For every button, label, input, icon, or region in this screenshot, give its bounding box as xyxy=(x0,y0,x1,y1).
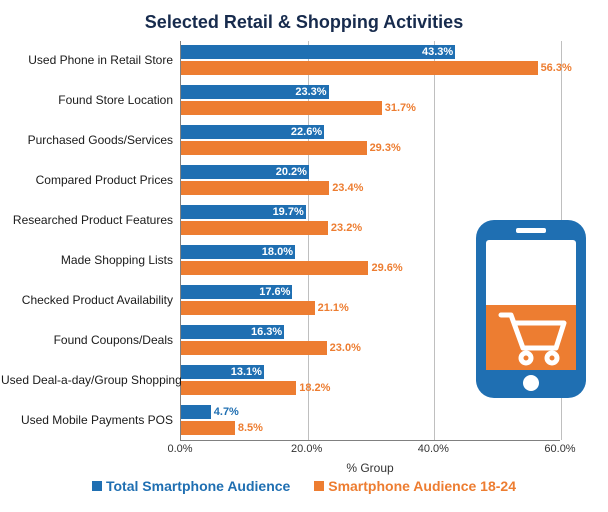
bar-value-label: 16.3% xyxy=(251,325,282,339)
category-label: Compared Product Prices xyxy=(1,173,173,187)
bar xyxy=(181,141,367,155)
bar xyxy=(181,181,329,195)
bar-value-label: 56.3% xyxy=(541,61,572,75)
bar-value-label: 22.6% xyxy=(291,125,322,139)
bar-value-label: 29.6% xyxy=(371,261,402,275)
bar-value-label: 20.2% xyxy=(276,165,307,179)
bar xyxy=(181,45,455,59)
legend: Total Smartphone Audience Smartphone Aud… xyxy=(0,478,608,494)
legend-item-total: Total Smartphone Audience xyxy=(92,478,290,494)
bar xyxy=(181,301,315,315)
category-label: Made Shopping Lists xyxy=(1,253,173,267)
bar-value-label: 23.2% xyxy=(331,221,362,235)
bar xyxy=(181,341,327,355)
legend-item-18-24: Smartphone Audience 18-24 xyxy=(314,478,516,494)
x-tick-label: 40.0% xyxy=(418,443,449,455)
x-tick-label: 0.0% xyxy=(167,443,192,455)
category-label: Used Deal-a-day/Group Shopping xyxy=(1,373,173,387)
bar-value-label: 29.3% xyxy=(370,141,401,155)
bar-value-label: 8.5% xyxy=(238,421,263,435)
category-label: Found Coupons/Deals xyxy=(1,333,173,347)
bar xyxy=(181,421,235,435)
bar xyxy=(181,221,328,235)
bar-value-label: 17.6% xyxy=(259,285,290,299)
bar xyxy=(181,61,538,75)
x-axis-label: % Group xyxy=(346,461,393,475)
bar-value-label: 19.7% xyxy=(273,205,304,219)
bar-value-label: 23.3% xyxy=(295,85,326,99)
bar-value-label: 31.7% xyxy=(385,101,416,115)
x-tick-label: 20.0% xyxy=(291,443,322,455)
category-label: Checked Product Availability xyxy=(1,293,173,307)
bar-value-label: 13.1% xyxy=(231,365,262,379)
bar-value-label: 21.1% xyxy=(318,301,349,315)
bar-value-label: 18.0% xyxy=(262,245,293,259)
legend-label: Total Smartphone Audience xyxy=(106,478,290,494)
category-label: Used Phone in Retail Store xyxy=(1,53,173,67)
legend-swatch-icon xyxy=(92,481,102,491)
bar-value-label: 4.7% xyxy=(214,405,239,419)
category-label: Used Mobile Payments POS xyxy=(1,413,173,427)
bar-value-label: 23.0% xyxy=(330,341,361,355)
bar-value-label: 23.4% xyxy=(332,181,363,195)
category-label: Purchased Goods/Services xyxy=(1,133,173,147)
bar xyxy=(181,405,211,419)
chart-title: Selected Retail & Shopping Activities xyxy=(0,0,608,41)
category-label: Researched Product Features xyxy=(1,213,173,227)
category-label: Found Store Location xyxy=(1,93,173,107)
gridline xyxy=(434,41,435,440)
bar-value-label: 18.2% xyxy=(299,381,330,395)
smartphone-cart-icon xyxy=(476,220,586,398)
x-tick-label: 60.0% xyxy=(544,443,575,455)
legend-swatch-icon xyxy=(314,481,324,491)
bar xyxy=(181,381,296,395)
legend-label: Smartphone Audience 18-24 xyxy=(328,478,516,494)
bar xyxy=(181,261,368,275)
bar xyxy=(181,101,382,115)
bar-value-label: 43.3% xyxy=(422,45,453,59)
